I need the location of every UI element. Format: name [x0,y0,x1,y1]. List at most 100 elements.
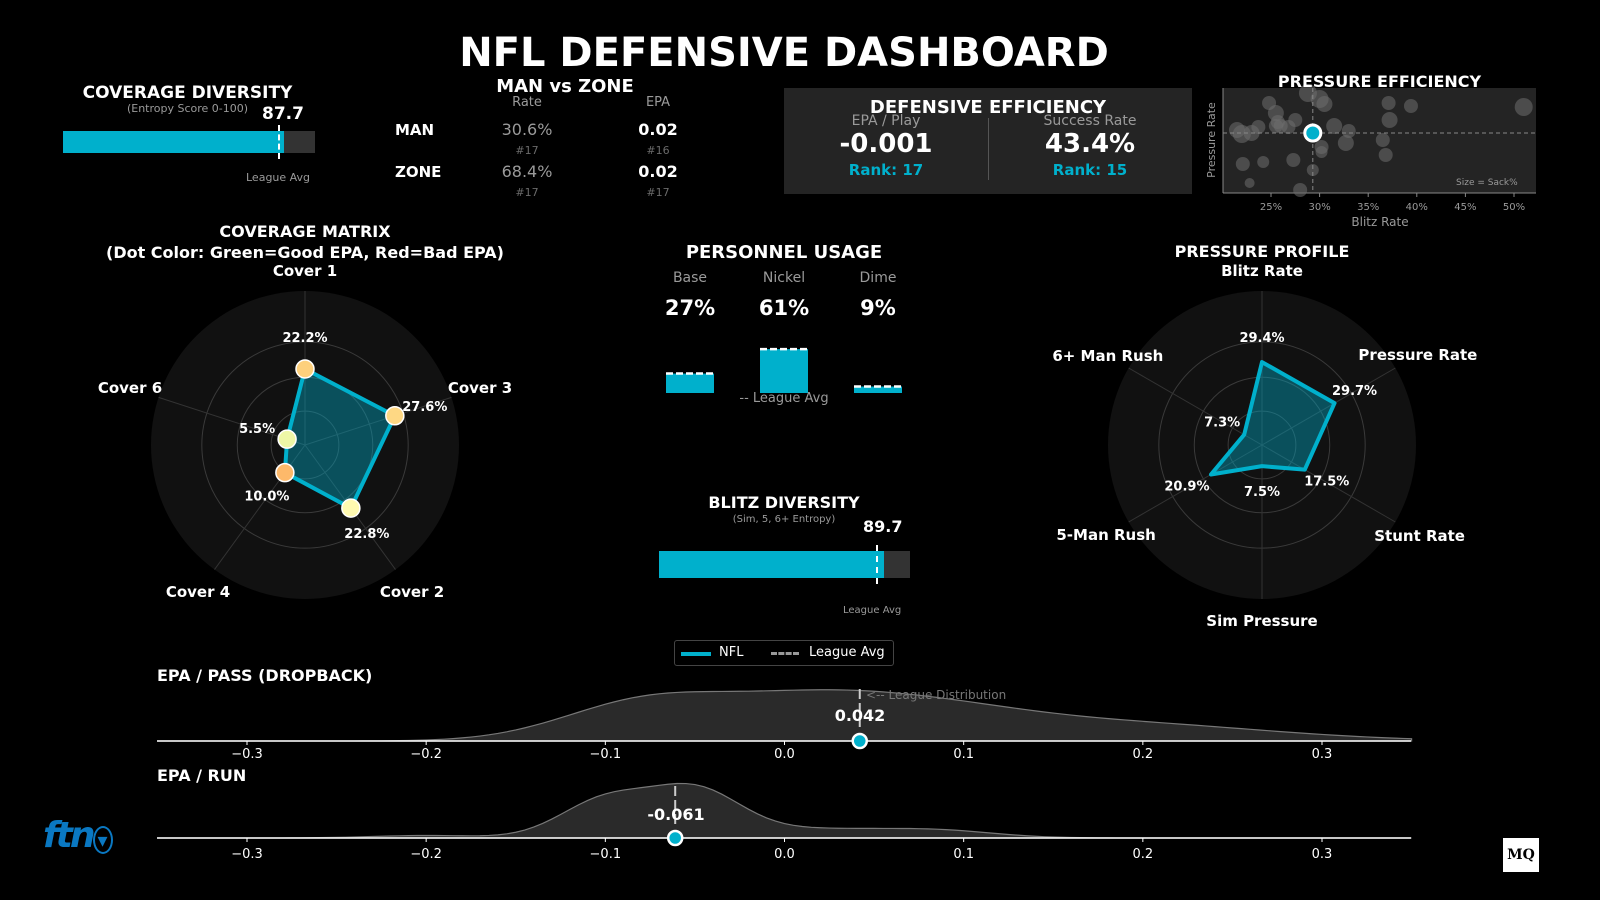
radar-value-label: 22.2% [282,331,327,346]
league-avg-label: League Avg [246,171,311,184]
rate-header: Rate [512,95,542,110]
radar-category-label: Stunt Rate [1374,527,1465,545]
radar-value-label: 7.5% [1244,485,1280,500]
x-tick-label: 45% [1454,202,1476,213]
league-team-bubble [1286,153,1301,167]
mq-logo: MQ [1503,838,1539,872]
personnel-bar [666,373,714,393]
blitz-diversity-title: BLITZ DIVERSITY [708,493,860,512]
zone-row: ZONE 68.4% #17 0.02 #17 [395,162,725,203]
radar-axis [304,396,452,446]
team-marker [851,732,869,750]
legend-team: NFL [719,645,744,660]
radar-value-label: 29.4% [1239,331,1284,346]
x-tick-label: 35% [1357,202,1379,213]
epa-pass-value: 0.042 [834,706,886,725]
x-tick-label: 0.0 [774,847,795,862]
epa-rank: #16 [646,144,670,157]
blitz-diversity-value: 89.7 [863,517,903,536]
size-note: Size = Sack% [1456,178,1518,188]
league-team-bubble [1281,120,1296,134]
chart-legend: NFL League Avg [674,640,894,666]
pressure-rate-axis-label: Pressure Rate [1205,102,1218,178]
league-team-bubble [1375,133,1390,147]
coverage-diversity-value: 87.7 [262,104,304,124]
league-team-bubble [1316,96,1333,112]
radar-point [277,429,297,449]
personnel-label: Base [672,270,708,286]
league-team-bubble [1378,148,1393,162]
league-team-bubble [1293,183,1308,197]
epa-play-value: -0.001 [839,129,933,159]
x-tick-label: 0.3 [1312,847,1333,862]
personnel-value: 9% [860,296,896,320]
radar-value-label: 17.5% [1304,475,1349,490]
radar-category-label: Sim Pressure [1206,612,1317,630]
radar-value-label: 7.3% [1204,416,1240,431]
personnel-bar [854,386,902,393]
radar-point [295,359,315,379]
defensive-efficiency-panel: DEFENSIVE EFFICIENCY EPA / Play -0.001 R… [784,88,1192,194]
radar-category-label: 6+ Man Rush [1052,347,1163,365]
epa-run-title: EPA / RUN [157,766,247,785]
radar-category-label: Cover 1 [273,262,337,280]
epa-play-rank: Rank: 17 [848,161,924,179]
x-tick-label: 0.2 [1132,747,1153,762]
rate-value: 30.6% [501,120,553,139]
x-tick-label: −0.3 [231,847,263,862]
epa-pass-title: EPA / PASS (DROPBACK) [157,666,373,685]
row-label: MAN [395,121,435,139]
blitz-diversity-fill [659,551,885,578]
radar-value-label: 27.6% [402,400,447,415]
rate-rank: #17 [515,144,539,157]
personnel-legend: -- League Avg [739,391,829,406]
radar-category-label: Blitz Rate [1221,262,1303,280]
league-team-bubble [1341,124,1356,138]
league-avg-marker [876,545,879,584]
radar-polygon [1208,360,1337,477]
radar-category-label: 5-Man Rush [1056,526,1155,544]
radar-category-label: Cover 6 [98,379,162,397]
x-tick-label: −0.3 [231,747,263,762]
league-team-bubble [1326,118,1343,134]
radar-point [341,498,361,518]
x-tick-label: 50% [1503,202,1525,213]
league-avg-label: League Avg [843,605,902,616]
blitz-diversity-track [659,545,910,584]
man-row: MAN 30.6% #17 0.02 #16 [395,120,725,161]
x-tick-label: 30% [1308,202,1330,213]
epa-value: 0.02 [638,120,678,139]
radar-category-label: Cover 4 [166,583,230,601]
x-tick-label: 0.1 [953,847,974,862]
epa-rank: #17 [646,186,670,199]
x-tick-label: −0.2 [410,847,442,862]
x-tick-label: 0.3 [1312,747,1333,762]
coverage-diversity-subtitle: (Entropy Score 0-100) [126,102,249,115]
radar-value-label: 20.9% [1164,479,1209,494]
epa-pass-density [157,689,1413,742]
radar-value-label: 5.5% [239,422,275,437]
radar-category-label: Cover 2 [380,583,444,601]
league-team-bubble [1228,122,1245,138]
league-team-bubble [1337,135,1354,151]
league-team-bubble [1257,156,1270,168]
x-tick-label: −0.2 [410,747,442,762]
x-tick-label: 0.1 [953,747,974,762]
personnel-title: PERSONNEL USAGE [685,242,883,263]
coverage-diversity-title: COVERAGE DIVERSITY [82,83,293,103]
divider [988,118,989,180]
x-tick-label: −0.1 [590,747,622,762]
dashboard-title: NFL DEFENSIVE DASHBOARD [459,30,1109,76]
league-team-bubble [1251,120,1266,134]
radar-category-label: Pressure Rate [1358,346,1477,364]
epa-run-value: -0.061 [647,805,705,824]
defensive-efficiency-title: DEFENSIVE EFFICIENCY [869,97,1107,118]
coverage-diversity-track [63,125,315,159]
team-line-swatch [681,652,711,656]
league-team-bubble [1235,157,1250,171]
personnel-bar [760,349,808,393]
x-tick-label: 40% [1406,202,1428,213]
x-tick-label: −0.1 [590,847,622,862]
league-avg-marker [278,125,281,159]
